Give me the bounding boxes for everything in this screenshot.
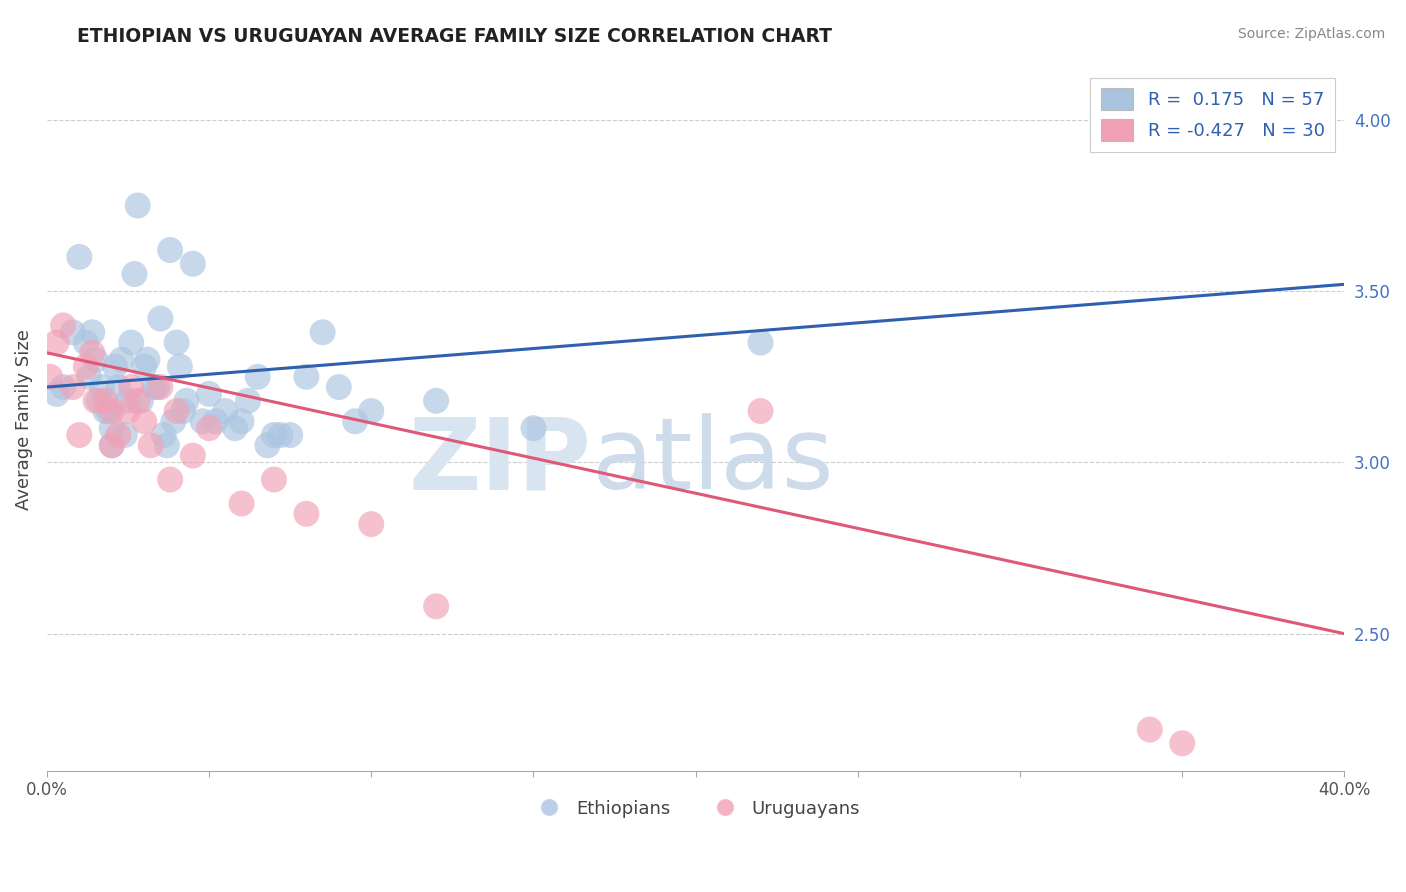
Point: [425, 393, 447, 408]
Point: [45, 387, 67, 401]
Point: [77, 369, 100, 384]
Point: [87, 393, 110, 408]
Point: [107, 428, 129, 442]
Point: [256, 438, 278, 452]
Point: [278, 428, 301, 442]
Point: [84, 352, 107, 367]
Point: [263, 428, 285, 442]
Point: [94, 404, 117, 418]
Point: [75, 335, 97, 350]
Point: [152, 428, 174, 442]
Point: [156, 438, 179, 452]
Point: [134, 359, 156, 374]
Point: [142, 380, 165, 394]
Point: [295, 507, 318, 521]
Point: [91, 380, 114, 394]
Point: [120, 335, 142, 350]
Point: [97, 404, 120, 418]
Point: [100, 438, 122, 452]
Point: [134, 414, 156, 428]
Point: [231, 496, 253, 510]
Point: [67, 428, 90, 442]
Point: [181, 449, 204, 463]
Point: [100, 404, 122, 418]
Point: [269, 428, 291, 442]
Point: [114, 428, 136, 442]
Point: [224, 421, 246, 435]
Point: [263, 473, 285, 487]
Point: [94, 393, 117, 408]
Point: [100, 438, 122, 452]
Point: [110, 352, 132, 367]
Point: [198, 387, 221, 401]
Point: [214, 404, 236, 418]
Point: [425, 599, 447, 614]
Legend: Ethiopians, Uruguayans: Ethiopians, Uruguayans: [524, 792, 868, 825]
Point: [120, 380, 142, 394]
Point: [295, 369, 318, 384]
Point: [159, 243, 181, 257]
Point: [162, 414, 184, 428]
Point: [360, 404, 382, 418]
Point: [107, 380, 129, 394]
Point: [127, 393, 149, 408]
Point: [39, 369, 62, 384]
Point: [236, 393, 259, 408]
Point: [139, 438, 162, 452]
Point: [181, 257, 204, 271]
Y-axis label: Average Family Size: Average Family Size: [15, 329, 32, 510]
Point: [166, 335, 188, 350]
Point: [172, 404, 194, 418]
Point: [129, 393, 152, 408]
Point: [1139, 723, 1161, 737]
Point: [52, 318, 75, 333]
Point: [84, 393, 107, 408]
Point: [62, 325, 84, 339]
Text: Source: ZipAtlas.com: Source: ZipAtlas.com: [1237, 27, 1385, 41]
Point: [82, 325, 104, 339]
Point: [62, 380, 84, 394]
Point: [311, 325, 333, 339]
Text: ETHIOPIAN VS URUGUAYAN AVERAGE FAMILY SIZE CORRELATION CHART: ETHIOPIAN VS URUGUAYAN AVERAGE FAMILY SI…: [77, 27, 832, 45]
Point: [127, 198, 149, 212]
Point: [246, 369, 269, 384]
Point: [159, 473, 181, 487]
Point: [344, 414, 367, 428]
Point: [231, 414, 253, 428]
Point: [52, 380, 75, 394]
Point: [198, 421, 221, 435]
Point: [166, 404, 188, 418]
Point: [75, 359, 97, 374]
Point: [360, 517, 382, 532]
Point: [149, 380, 172, 394]
Point: [749, 404, 772, 418]
Point: [149, 311, 172, 326]
Point: [1171, 736, 1194, 750]
Point: [176, 393, 198, 408]
Point: [146, 380, 169, 394]
Point: [749, 335, 772, 350]
Point: [204, 414, 226, 428]
Point: [117, 404, 139, 418]
Point: [169, 359, 191, 374]
Point: [328, 380, 350, 394]
Text: atlas: atlas: [592, 413, 834, 510]
Point: [522, 421, 544, 435]
Point: [100, 421, 122, 435]
Point: [104, 359, 127, 374]
Text: ZIP: ZIP: [409, 413, 592, 510]
Point: [67, 250, 90, 264]
Point: [117, 393, 139, 408]
Point: [136, 352, 159, 367]
Point: [82, 346, 104, 360]
Point: [45, 335, 67, 350]
Point: [124, 267, 146, 281]
Point: [191, 414, 214, 428]
